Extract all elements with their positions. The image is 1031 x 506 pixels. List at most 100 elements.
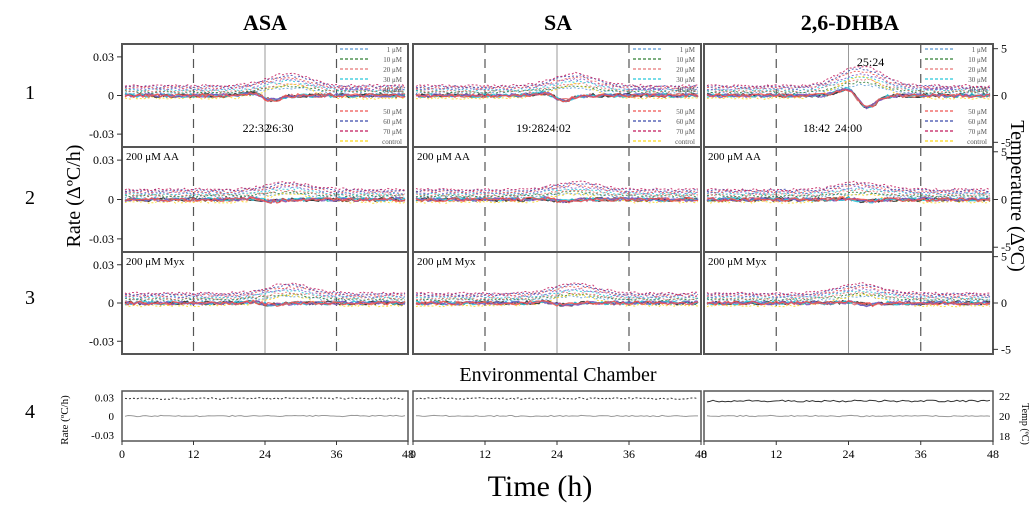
legend-entry: 50 μM [676, 108, 696, 116]
rate-trace-50-uM [124, 299, 406, 307]
temp-tick-label: 5 [1001, 145, 1007, 159]
temperature-trace-60-uM [415, 182, 699, 193]
temperature-trace-40-uM [706, 287, 991, 299]
temperature-trace-10-uM [415, 85, 699, 94]
temperature-trace-control [706, 293, 991, 308]
temperature-trace-40-uM [124, 185, 406, 195]
env-rate-tick-label: 0 [109, 411, 115, 423]
env-rate-trace [416, 414, 698, 418]
temperature-trace-50-uM [124, 183, 406, 194]
temperature-trace-50-uM [415, 183, 699, 194]
legend: 1 μM 10 μM 20 μM 30 μM 40 μM 50 μM 60 μM 70 μM c… [340, 46, 403, 146]
temperature-trace-30-uM [124, 289, 406, 300]
temperature-trace-30-uM [415, 80, 699, 92]
temp-tick-label: -5 [1001, 342, 1011, 356]
temperature-trace-60-uM [415, 73, 699, 89]
row-label-1: 1 [25, 82, 35, 104]
env-left-label: Rate (ºC/h) [59, 395, 71, 445]
row-annotation: 200 μM Myx [708, 256, 767, 268]
temp-tick-label: 0 [1001, 89, 1007, 103]
temperature-trace-70-uM [706, 281, 991, 296]
temperature-trace-10-uM [706, 292, 991, 302]
column-title-asa: ASA [243, 10, 287, 35]
legend-entry: 40 μM [676, 86, 696, 94]
rate-trace-50-uM [415, 91, 699, 103]
panel-1-2: 1 μM 10 μM 20 μM 30 μM 40 μM 50 μM 60 μM 70 μM c… [412, 43, 702, 148]
row-annotation: 200 μM AA [708, 151, 761, 163]
temperature-trace-10-uM [124, 293, 406, 302]
temperature-trace-20-uM [124, 189, 406, 197]
legend-entry: 60 μM [383, 118, 403, 126]
temperature-trace-50-uM [707, 70, 991, 90]
rate-trace-50-uM [706, 89, 991, 108]
panel-3-3: 200 μM Myx -5 0 5 [703, 250, 1011, 356]
column-title-sa: SA [544, 10, 572, 35]
time-annotation: 18:42 [803, 121, 830, 135]
temperature-trace-60-uM [706, 284, 991, 297]
panel-3-1: 200 μM Myx -0.03 0 0.03 [89, 251, 409, 355]
rate-tick-label: 0 [108, 296, 114, 310]
rate-trace-50-uM [706, 196, 991, 203]
x-tick-label: 48 [695, 447, 707, 461]
env-temperature-trace [706, 399, 991, 403]
x-tick-label: 48 [987, 447, 999, 461]
temperature-trace-10-uM [415, 293, 699, 302]
legend-entry: 70 μM [676, 128, 696, 136]
legend-entry: 60 μM [676, 118, 696, 126]
legend-entry: 50 μM [383, 108, 403, 116]
time-annotation: 19:28 [516, 121, 543, 135]
row-label-2: 2 [25, 187, 35, 209]
temp-tick-label: 0 [1001, 296, 1007, 310]
rate-trace-30-uM [415, 196, 699, 203]
legend-entry: 70 μM [968, 128, 988, 136]
column-title-dhba: 2,6-DHBA [801, 10, 900, 35]
x-tick-label: 48 [402, 447, 414, 461]
legend-entry: 20 μM [383, 66, 403, 74]
rate-tick-label: 0.03 [93, 50, 114, 64]
temperature-trace-60-uM [706, 182, 991, 193]
time-annotation: 24:00 [835, 121, 862, 135]
rate-trace-50-uM [415, 196, 699, 204]
panel-3-2: 200 μM Myx [412, 251, 702, 355]
temperature-trace-1-uM [706, 192, 991, 199]
temperature-trace-20-uM [415, 82, 699, 93]
temperature-trace-40-uM [124, 288, 406, 299]
time-annotation: 25:24 [857, 55, 884, 69]
temperature-trace-30-uM [706, 290, 991, 300]
temperature-trace-30-uM [415, 188, 699, 196]
temperature-trace-20-uM [415, 189, 699, 197]
x-tick-label: 0 [119, 447, 125, 461]
legend-entry: 40 μM [383, 86, 403, 94]
temp-tick-label: 0 [1001, 193, 1007, 207]
time-annotation: 26:30 [266, 121, 293, 135]
x-tick-label: 36 [331, 447, 343, 461]
temperature-trace-20-uM [706, 78, 991, 93]
temperature-trace-40-uM [706, 185, 991, 195]
x-tick-label: 12 [770, 447, 782, 461]
panel-2-2: 200 μM AA [412, 146, 702, 253]
panel-1-3: -5 0 5 1 μM 10 μM 20 μM 30 μM 40 μM 50 μM 60 μM 70… [703, 42, 1011, 149]
rate-tick-label: -0.03 [89, 127, 114, 141]
env-temperature-trace [415, 397, 699, 400]
row-annotation: 200 μM AA [417, 151, 470, 163]
row-label-3: 3 [25, 287, 35, 309]
temperature-trace-1-uM [706, 83, 991, 95]
time-annotation: 22:32 [243, 121, 270, 135]
rate-trace-50-uM [415, 299, 699, 307]
rate-trace-40-uM [415, 196, 699, 204]
legend-entry: control [675, 138, 695, 146]
temperature-trace-10-uM [706, 190, 991, 198]
rate-trace-50-uM [124, 91, 406, 103]
rate-trace-40-uM [415, 91, 699, 103]
temperature-trace-control [706, 193, 991, 205]
legend: 1 μM 10 μM 20 μM 30 μM 40 μM 50 μM 60 μM 70 μM c… [633, 46, 696, 146]
env-rate-tick-label: 0.03 [95, 392, 115, 404]
temperature-trace-70-uM [124, 282, 406, 296]
rate-trace-50-uM [706, 300, 991, 308]
temperature-trace-30-uM [124, 79, 406, 92]
x-tick-label: 12 [188, 447, 200, 461]
temperature-trace-70-uM [415, 71, 699, 88]
env-right-label: Temp (ºC) [1019, 403, 1030, 445]
env-rate-trace [706, 414, 991, 418]
